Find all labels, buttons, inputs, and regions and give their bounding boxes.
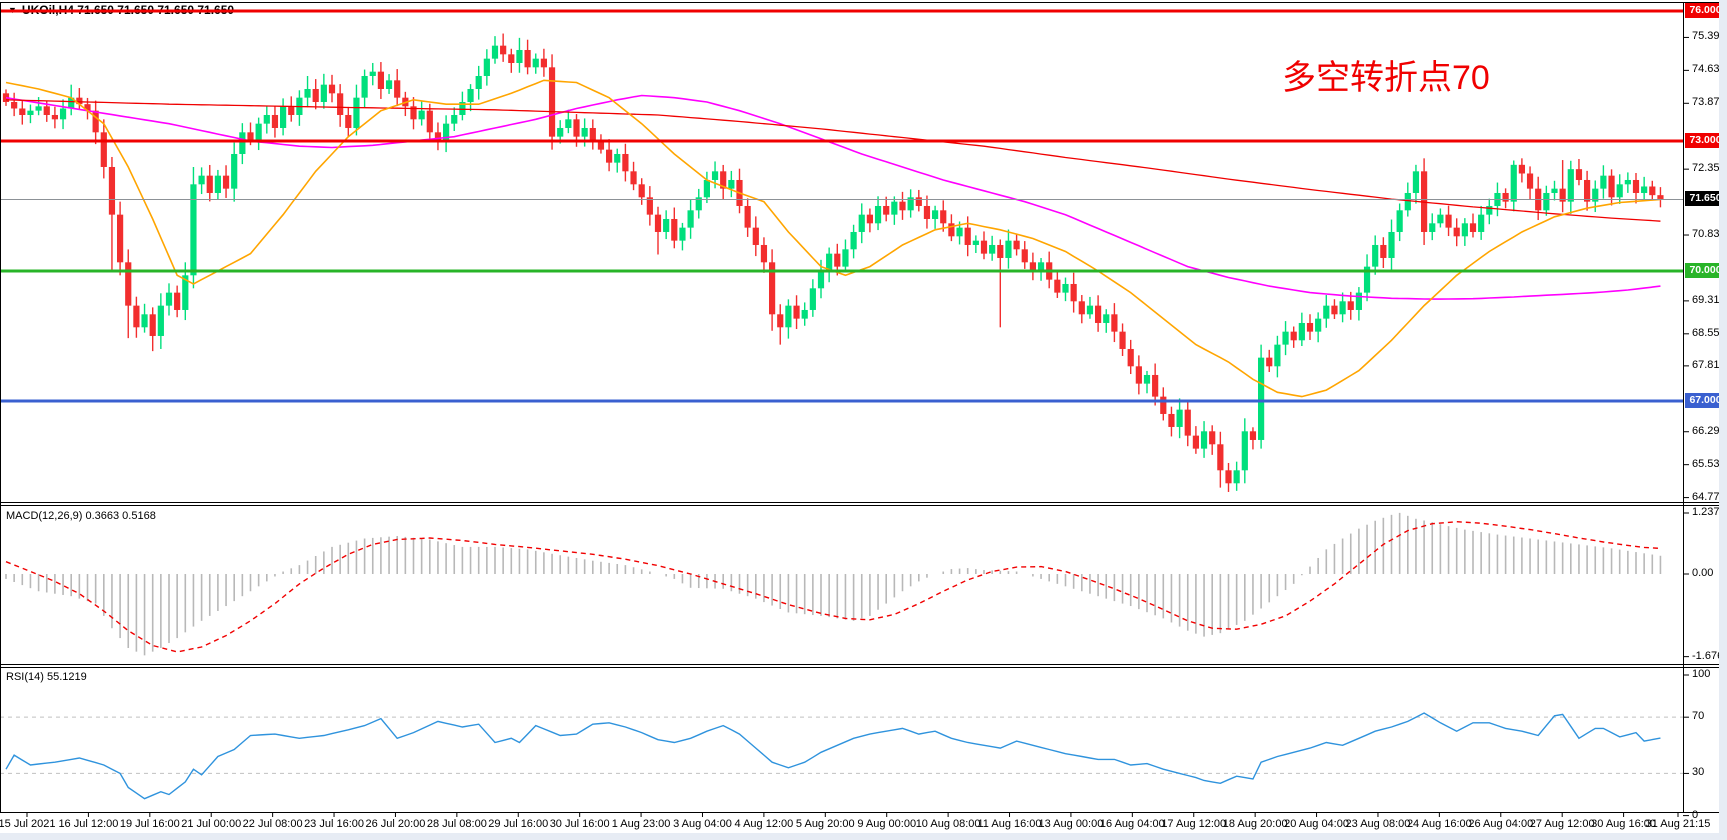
price-badge-70.000: 70.000 — [1685, 262, 1726, 278]
time-axis-label: 24 Aug 16:00 — [1406, 818, 1472, 830]
rsi-line — [5, 712, 1661, 800]
time-axis-label: 31 Aug 21:15 — [1645, 818, 1711, 830]
time-axis-label: 16 Jul 12:00 — [58, 818, 119, 830]
ma-orange-line — [5, 79, 1661, 398]
right-window-strip — [1719, 0, 1727, 840]
time-axis-label: 13 Aug 00:00 — [1038, 818, 1104, 830]
time-axis-label: 30 Jul 16:00 — [549, 818, 610, 830]
price-badge-67.000: 67.000 — [1685, 392, 1726, 408]
macd-signal-line — [5, 520, 1661, 653]
price-badge-71.650: 71.650 — [1685, 191, 1726, 207]
time-axis-label: 27 Aug 12:00 — [1529, 818, 1595, 830]
rsi-panel[interactable] — [0, 712, 1683, 800]
macd-axis-tick: 0.00 — [1692, 567, 1714, 579]
annotation-text: 多空转折点70 — [1282, 59, 1490, 97]
rsi-axis-tick: 70 — [1692, 710, 1705, 723]
time-axis-label: 10 Aug 08:00 — [915, 818, 981, 830]
macd-indicator-label: MACD(12,26,9) 0.3663 0.5168 — [6, 510, 156, 522]
time-axis-label: 28 Jul 08:00 — [426, 818, 487, 830]
bottom-window-strip — [0, 833, 1727, 840]
candles-layer — [2, 33, 1664, 492]
rsi-axis-tick: 30 — [1692, 766, 1705, 779]
time-axis-label: 5 Aug 20:00 — [795, 818, 855, 830]
macd-panel[interactable] — [5, 512, 1662, 656]
time-axis-label: 19 Jul 16:00 — [119, 818, 180, 830]
time-axis-label: 22 Jul 08:00 — [242, 818, 303, 830]
ma-red-line — [5, 99, 1661, 222]
time-axis-label: 18 Aug 20:00 — [1222, 818, 1288, 830]
time-axis-label: 11 Aug 16:00 — [977, 818, 1042, 830]
price-axis-tick: 66.290 — [1692, 424, 1726, 437]
price-axis-tick: 70.830 — [1692, 228, 1726, 241]
time-axis-label: 26 Jul 20:00 — [365, 818, 426, 830]
price-axis-tick: 65.530 — [1692, 457, 1726, 470]
time-axis-label: 3 Aug 04:00 — [673, 818, 732, 830]
price-badge-76.000: 76.000 — [1685, 3, 1726, 18]
time-axis-label: 30 Aug 16:00 — [1591, 818, 1656, 830]
price-axis-tick: 67.810 — [1692, 358, 1726, 371]
price-axis-tick: 73.870 — [1692, 96, 1726, 109]
time-axis-label: 17 Aug 12:00 — [1161, 818, 1227, 830]
time-axis-label: 9 Aug 00:00 — [857, 818, 917, 830]
time-axis-label: 21 Jul 00:00 — [181, 818, 242, 830]
price-axis-tick: 75.390 — [1692, 30, 1726, 43]
time-axis-label: 23 Aug 08:00 — [1345, 818, 1411, 830]
price-axis-tick: 64.770 — [1692, 490, 1726, 503]
rsi-axis-tick: 100 — [1692, 668, 1711, 680]
macd-axis-tick: 1.2376 — [1692, 505, 1726, 518]
macd-axis-tick: -1.6762 — [1692, 649, 1727, 662]
main-price-panel[interactable] — [0, 9, 1683, 492]
time-axis-label: 23 Jul 16:00 — [304, 818, 364, 830]
panel-borders — [0, 2, 1719, 817]
time-axis-label: 15 Jul 2021 — [0, 818, 56, 830]
time-axis-label: 4 Aug 12:00 — [734, 818, 794, 830]
rsi-indicator-label: RSI(14) 55.1219 — [6, 671, 87, 683]
price-axis-tick: 72.350 — [1692, 162, 1726, 175]
price-badge-73.000: 73.000 — [1685, 132, 1726, 148]
time-axis-label: 29 Jul 16:00 — [488, 818, 549, 830]
price-axis-tick: 69.310 — [1692, 293, 1726, 306]
time-axis-label: 16 Aug 04:00 — [1099, 818, 1165, 830]
price-axis-tick: 68.550 — [1692, 326, 1726, 339]
ma-magenta-line — [5, 94, 1661, 300]
rsi-axis-tick: 0 — [1692, 808, 1699, 821]
time-axis-label: 1 Aug 23:00 — [611, 818, 671, 830]
time-axis-label: 20 Aug 04:00 — [1284, 818, 1349, 830]
price-axis-tick: 74.630 — [1692, 63, 1726, 76]
time-axis-label: 26 Aug 04:00 — [1468, 818, 1534, 830]
